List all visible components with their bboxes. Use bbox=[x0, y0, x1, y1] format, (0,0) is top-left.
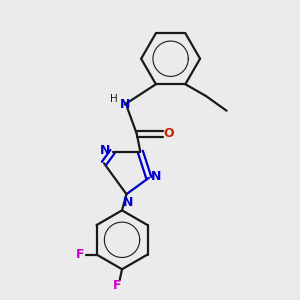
Text: F: F bbox=[112, 279, 121, 292]
Text: F: F bbox=[76, 248, 85, 261]
Text: H: H bbox=[110, 94, 118, 104]
Text: N: N bbox=[123, 196, 133, 209]
Text: N: N bbox=[120, 98, 130, 111]
Text: N: N bbox=[100, 144, 110, 157]
Text: O: O bbox=[163, 127, 174, 140]
Text: N: N bbox=[151, 170, 161, 183]
